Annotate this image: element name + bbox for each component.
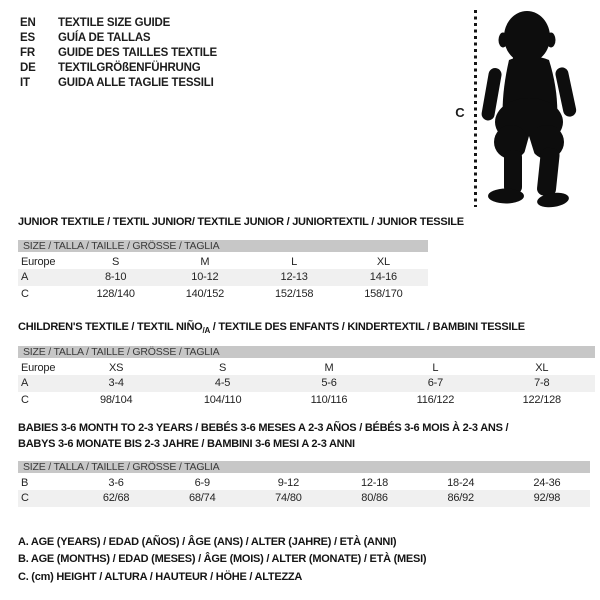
size-cell: XL xyxy=(376,255,390,268)
language-code: EN xyxy=(20,17,36,30)
table-row-height: C 62/68 68/74 74/80 80/86 86/92 92/98 xyxy=(18,490,590,507)
row-label: Europe xyxy=(21,361,56,374)
row-label: C xyxy=(21,393,29,406)
language-title: GUIDA ALLE TAGLIE TESSILI xyxy=(58,76,214,89)
legend-footnotes: A. AGE (YEARS) / EDAD (AÑOS) / ÂGE (ANS)… xyxy=(18,534,427,586)
size-cell: 92/98 xyxy=(503,490,590,507)
row-label: B xyxy=(21,476,29,489)
heading-text: CHILDREN'S TEXTILE / TEXTIL NIÑO xyxy=(18,321,203,333)
size-cell: L xyxy=(291,255,298,268)
table-header-bar: SIZE / TALLA / TAILLE / GRÖSSE / TAGLIA xyxy=(18,346,595,360)
row-label: Europe xyxy=(21,255,56,268)
size-cell: 128/140 xyxy=(96,287,135,300)
size-cell: S xyxy=(219,361,227,374)
heading-line: BABYS 3-6 MONATE BIS 2-3 JAHRE / BAMBINI… xyxy=(18,437,355,450)
size-cell: 8-10 xyxy=(71,269,161,286)
footnote-age-months: B. AGE (MONTHS) / EDAD (MESES) / ÂGE (MO… xyxy=(18,553,427,566)
size-cell: 122/128 xyxy=(522,393,562,406)
row-label: C xyxy=(21,287,29,300)
toddler-silhouette-icon xyxy=(481,11,577,208)
table-row-age: A 3-4 4-5 5-6 6-7 7-8 xyxy=(18,375,595,392)
table-header-label: SIZE / TALLA / TAILLE / GRÖSSE / TAGLIA xyxy=(18,240,428,254)
section-heading-babies: BABIES 3-6 MONTH TO 2-3 YEARS / BEBÉS 3-… xyxy=(18,421,509,452)
size-cell: 158/170 xyxy=(364,287,403,300)
table-row-height: C 98/104 104/110 110/116 116/122 122/128 xyxy=(18,392,595,408)
size-cell: 3-4 xyxy=(63,375,170,392)
language-title: GUÍA DE TALLAS xyxy=(58,32,151,45)
size-cell: M xyxy=(324,361,334,374)
heading-subscript: /A xyxy=(202,325,210,335)
size-cell: 18-24 xyxy=(447,476,475,489)
size-cell: XL xyxy=(535,361,549,374)
size-cell: S xyxy=(112,255,120,268)
table-row-europe: Europe S M L XL xyxy=(18,253,428,269)
language-code: ES xyxy=(20,32,35,45)
size-table-children: SIZE / TALLA / TAILLE / GRÖSSE / TAGLIA … xyxy=(18,346,595,408)
table-row-europe: Europe XS S M L XL xyxy=(18,359,595,375)
size-cell: 74/80 xyxy=(245,490,332,507)
language-row: IT GUIDA ALLE TAGLIE TESSILI xyxy=(20,75,217,90)
footnote-age-years: A. AGE (YEARS) / EDAD (AÑOS) / ÂGE (ANS)… xyxy=(18,536,397,548)
size-cell: 6-7 xyxy=(382,375,489,392)
heading-line: BABIES 3-6 MONTH TO 2-3 YEARS / BEBÉS 3-… xyxy=(18,422,509,434)
size-cell: 4-5 xyxy=(169,375,276,392)
size-cell: 5-6 xyxy=(275,375,383,392)
size-cell: 24-36 xyxy=(533,476,561,489)
size-cell: 12-18 xyxy=(360,476,389,489)
language-title: TEXTILE SIZE GUIDE xyxy=(58,17,171,30)
footnote-height: C. (cm) HEIGHT / ALTURA / HAUTEUR / HÖHE… xyxy=(18,570,303,583)
table-row-height: C 128/140 140/152 152/158 158/170 xyxy=(18,286,428,302)
size-cell: 116/122 xyxy=(416,393,455,406)
table-row-age-months: B 3-6 6-9 9-12 12-18 18-24 24-36 xyxy=(18,474,590,490)
size-cell: 9-12 xyxy=(277,476,299,489)
language-list: EN TEXTILE SIZE GUIDE ES GUÍA DE TALLAS … xyxy=(20,16,217,90)
size-cell: 6-9 xyxy=(194,476,211,489)
section-heading-junior: JUNIOR TEXTILE / TEXTIL JUNIOR/ TEXTILE … xyxy=(18,216,464,228)
section-heading-children: CHILDREN'S TEXTILE / TEXTIL NIÑO/A / TEX… xyxy=(18,321,525,335)
size-cell: 68/74 xyxy=(159,490,246,507)
size-cell: M xyxy=(200,255,210,268)
table-header-label: SIZE / TALLA / TAILLE / GRÖSSE / TAGLIA xyxy=(18,346,595,360)
size-cell: 7-8 xyxy=(488,375,595,392)
row-label: A xyxy=(18,269,71,286)
size-cell: 80/86 xyxy=(331,490,418,507)
size-cell: 98/104 xyxy=(99,393,133,406)
size-cell: 110/116 xyxy=(310,393,348,406)
language-title: TEXTILGRÖßENFÜHRUNG xyxy=(58,61,201,74)
language-code: DE xyxy=(20,61,36,74)
language-code: IT xyxy=(20,76,30,89)
size-cell: 12-13 xyxy=(249,269,339,286)
size-cell: 14-16 xyxy=(338,269,428,286)
language-row: FR GUIDE DES TAILLES TEXTILE xyxy=(20,46,217,61)
language-row: ES GUÍA DE TALLAS xyxy=(20,31,217,46)
size-cell: 86/92 xyxy=(417,490,504,507)
size-table-babies: SIZE / TALLA / TAILLE / GRÖSSE / TAGLIA … xyxy=(18,461,590,507)
row-label: C xyxy=(18,490,73,507)
size-table-junior: SIZE / TALLA / TAILLE / GRÖSSE / TAGLIA … xyxy=(18,240,428,302)
size-cell: XS xyxy=(109,361,124,374)
size-cell: 104/110 xyxy=(203,393,242,406)
size-cell: 140/152 xyxy=(185,287,225,300)
language-row: DE TEXTILGRÖßENFÜHRUNG xyxy=(20,60,217,75)
size-cell: 10-12 xyxy=(160,269,250,286)
height-measure-dotted-line xyxy=(474,10,477,207)
table-header-bar: SIZE / TALLA / TAILLE / GRÖSSE / TAGLIA xyxy=(18,461,590,475)
size-cell: 62/68 xyxy=(73,490,160,507)
height-label-c: C xyxy=(455,105,465,120)
size-cell: 152/158 xyxy=(274,287,314,300)
table-header-bar: SIZE / TALLA / TAILLE / GRÖSSE / TAGLIA xyxy=(18,240,428,254)
table-header-label: SIZE / TALLA / TAILLE / GRÖSSE / TAGLIA xyxy=(18,461,590,475)
size-cell: L xyxy=(432,361,439,374)
language-code: FR xyxy=(20,46,35,59)
size-cell: 3-6 xyxy=(108,476,124,489)
heading-text: / TEXTILE DES ENFANTS / KINDERTEXTIL / B… xyxy=(209,321,525,333)
table-row-age: A 8-10 10-12 12-13 14-16 xyxy=(18,269,428,286)
language-title: GUIDE DES TAILLES TEXTILE xyxy=(58,46,217,59)
row-label: A xyxy=(18,375,63,392)
language-row: EN TEXTILE SIZE GUIDE xyxy=(20,16,217,31)
